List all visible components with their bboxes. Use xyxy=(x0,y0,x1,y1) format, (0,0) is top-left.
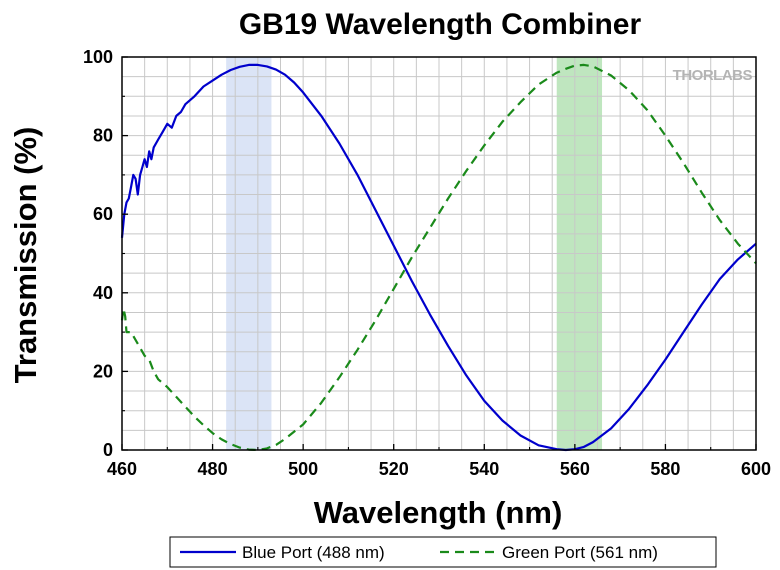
y-tick-label-0: 0 xyxy=(103,440,113,460)
legend-label-blue-port: Blue Port (488 nm) xyxy=(242,543,385,562)
x-tick-label-580: 580 xyxy=(650,459,680,479)
x-axis-ticks: 460 480 500 520 540 560 580 600 xyxy=(107,444,771,479)
y-axis-ticks: 0 20 40 60 80 100 xyxy=(83,47,128,460)
x-tick-label-480: 480 xyxy=(198,459,228,479)
y-tick-label-40: 40 xyxy=(93,283,113,303)
chart-title: GB19 Wavelength Combiner xyxy=(239,8,642,41)
x-tick-label-540: 540 xyxy=(469,459,499,479)
x-axis-label: Wavelength (nm) xyxy=(314,495,563,530)
data-series xyxy=(120,63,757,452)
y-tick-label-80: 80 xyxy=(93,126,113,146)
series-line-green-port xyxy=(120,63,757,452)
y-tick-label-60: 60 xyxy=(93,204,113,224)
y-tick-label-20: 20 xyxy=(93,361,113,381)
x-tick-label-560: 560 xyxy=(560,459,590,479)
x-tick-label-600: 600 xyxy=(741,459,771,479)
y-axis-label: Transmission (%) xyxy=(8,127,43,384)
series-line-blue-port xyxy=(120,63,757,452)
y-tick-label-100: 100 xyxy=(83,47,113,67)
x-tick-label-460: 460 xyxy=(107,459,137,479)
brand-watermark: THORLABS xyxy=(673,67,753,84)
x-tick-label-520: 520 xyxy=(379,459,409,479)
legend: Blue Port (488 nm) Green Port (561 nm) xyxy=(169,536,717,568)
x-tick-label-500: 500 xyxy=(288,459,318,479)
grid-lines xyxy=(122,57,756,450)
legend-label-green-port: Green Port (561 nm) xyxy=(502,543,658,562)
